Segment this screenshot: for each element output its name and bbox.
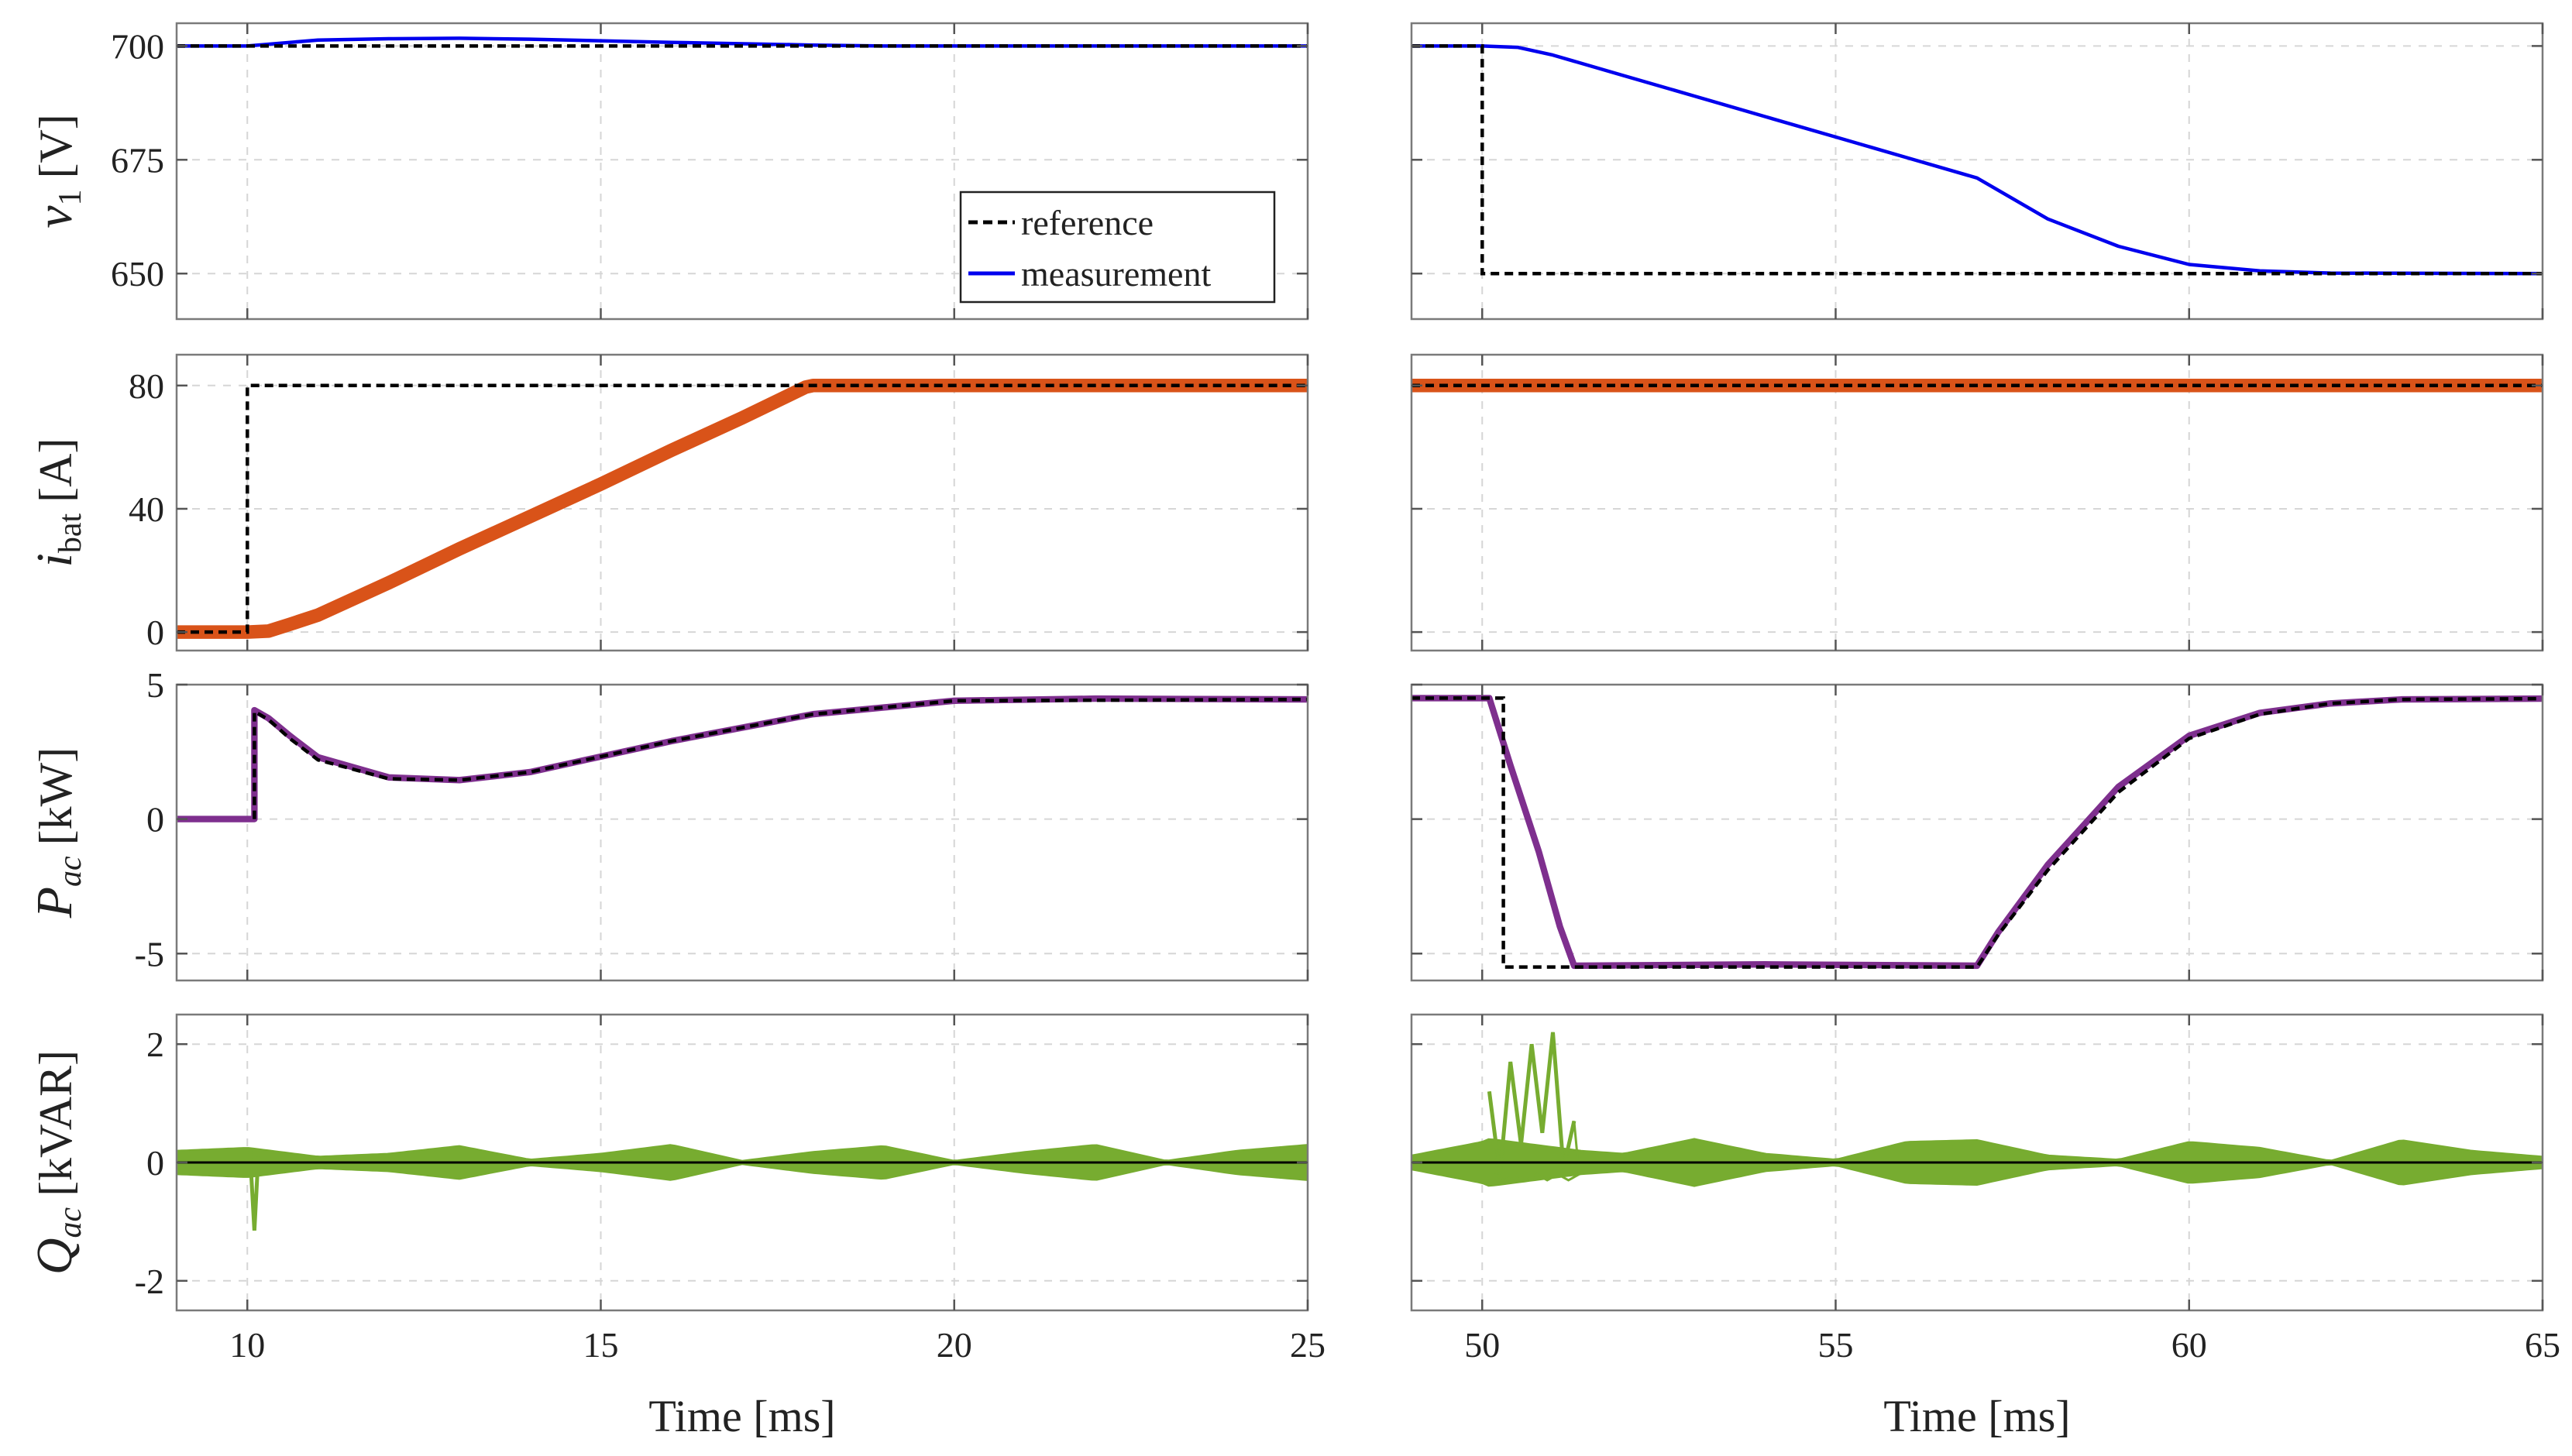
axes-box — [1410, 683, 2544, 982]
labels-layer: v1 [V] ibat [A] Pac [kW] Qac [kVAR] Time [ms] Tim… — [26, 114, 2071, 1441]
y-tick-label: 40 — [129, 489, 164, 529]
legend-measurement-label: measurement — [1021, 254, 1211, 294]
y-tick-label: 700 — [111, 26, 164, 66]
measurement-line — [177, 695, 1308, 822]
x-tick-label: 60 — [2171, 1325, 2207, 1365]
y-tick-label: -5 — [135, 934, 164, 974]
panel-r2-c1: 0 40 80 — [129, 353, 1309, 652]
panel-r1-c1-series — [177, 36, 1308, 48]
panel-r2-c1-series — [177, 379, 1308, 639]
x-axis-label-2: Time [ms] — [1883, 1391, 2070, 1441]
y-tick-label: 0 — [146, 1143, 164, 1183]
x-tick-label: 55 — [1818, 1325, 1854, 1365]
y-axis-label-main: v — [26, 205, 83, 228]
y-axis-label-sub: 1 — [53, 190, 88, 206]
panel-r2-c2 — [1410, 353, 2544, 652]
panel-r1-c2 — [1410, 22, 2544, 321]
panel-r1-c1: 650 675 700 — [111, 22, 1309, 321]
y-tick-label: 675 — [111, 140, 164, 180]
y-axis-label: ibat [A] — [26, 438, 88, 568]
reference-line — [1412, 696, 2543, 969]
panel-r4-c2: 50 55 60 65 — [1410, 1013, 2560, 1365]
axes-box — [175, 683, 1309, 982]
panel-r4-c1: -2 0 2 10 15 20 25 — [135, 1013, 1326, 1365]
y-tick-label: -2 — [135, 1262, 164, 1301]
panel-r3-c2-series — [1412, 695, 2543, 970]
legend-reference-label: reference — [1021, 203, 1154, 242]
x-tick-label: 65 — [2525, 1325, 2560, 1365]
x-tick-label: 15 — [583, 1325, 619, 1365]
panel-r1-c2-series — [1412, 44, 2543, 276]
y-tick-label: 0 — [146, 613, 164, 652]
y-axis-label: v1 [V] — [26, 114, 88, 228]
y-axis-label-main: P — [26, 887, 83, 919]
y-axis-label-unit: [kW] — [30, 747, 81, 846]
legend: reference measurement — [959, 191, 1276, 304]
panels-layer: 650 675 700 0 40 80 -5 0 5 -2 0 2 10 15 20 25 50 55 60 65 — [111, 22, 2560, 1365]
measurement-line — [177, 379, 1308, 639]
x-tick-label: 50 — [1464, 1325, 1500, 1365]
axes-box — [1410, 353, 2544, 652]
measurement-line — [1412, 44, 2543, 276]
y-tick-label: 80 — [129, 366, 164, 406]
y-axis-label-unit: [kVAR] — [30, 1050, 81, 1197]
panel-r4-c2-series — [1412, 1032, 2543, 1187]
y-axis-label: Qac [kVAR] — [26, 1050, 88, 1275]
panel-r3-c1: -5 0 5 — [135, 665, 1309, 982]
y-axis-label-main: Q — [26, 1238, 83, 1275]
y-tick-label: 2 — [146, 1025, 164, 1064]
y-tick-label: 650 — [111, 254, 164, 294]
panel-r3-c2 — [1410, 683, 2544, 982]
y-axis-label-unit: [V] — [30, 114, 81, 178]
x-tick-label: 20 — [937, 1325, 972, 1365]
x-tick-label: 10 — [229, 1325, 265, 1365]
reference-line — [177, 383, 1308, 634]
y-axis-label-sub: bat — [53, 513, 88, 553]
y-axis-label: Pac [kW] — [26, 747, 88, 919]
measurement-burst-lower — [1487, 1032, 1580, 1182]
reference-line — [1412, 44, 2543, 276]
legend-box — [959, 191, 1276, 304]
panel-r4-c1-series — [177, 1144, 1308, 1231]
y-axis-label-sub: ac — [53, 856, 88, 887]
panel-r3-c1-series — [177, 695, 1308, 822]
y-axis-label-unit: [A] — [30, 438, 81, 503]
measurement-spike — [247, 1147, 260, 1231]
x-axis-label-1: Time [ms] — [648, 1391, 835, 1441]
axes-box — [175, 353, 1309, 652]
y-axis-label-sub: ac — [53, 1207, 88, 1238]
axes-box — [175, 22, 1309, 321]
x-tick-label: 25 — [1290, 1325, 1326, 1365]
measurement-line — [1412, 695, 2543, 970]
y-axis-label-main: i — [26, 553, 83, 567]
axes-box — [1410, 22, 2544, 321]
y-tick-label: 5 — [146, 665, 164, 705]
reference-line — [253, 697, 1308, 819]
y-tick-label: 0 — [146, 800, 164, 840]
